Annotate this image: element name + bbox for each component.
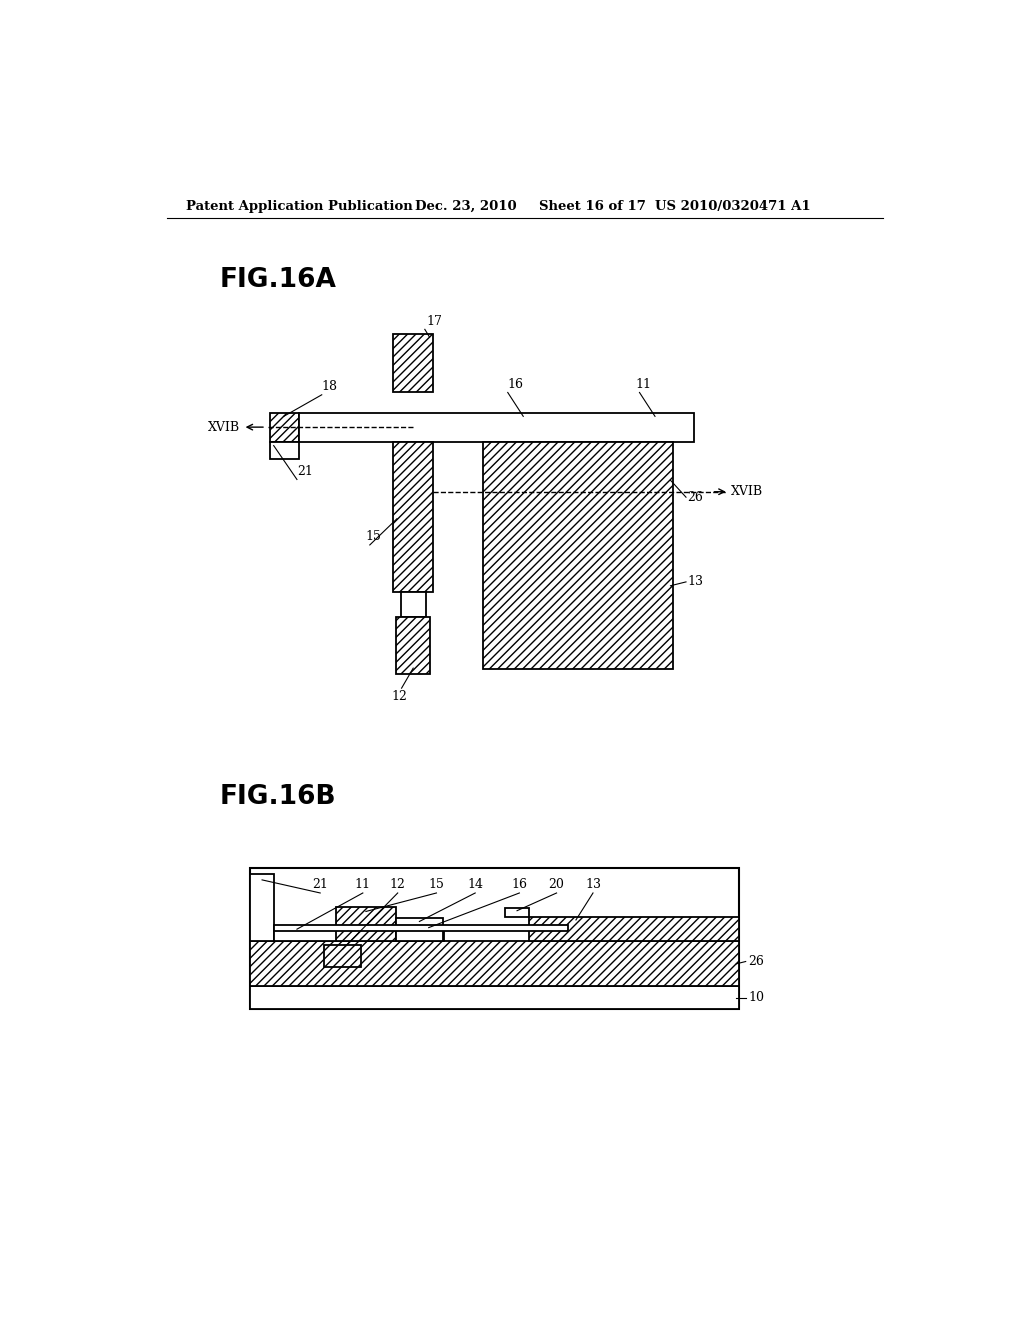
Bar [251, 874, 273, 941]
Text: Dec. 23, 2010: Dec. 23, 2010 [415, 199, 516, 213]
Text: 13: 13 [585, 878, 601, 891]
Text: 26: 26 [687, 491, 703, 504]
Bar [299, 412, 693, 442]
Bar [400, 591, 426, 616]
Text: FIG.16A: FIG.16A [219, 267, 336, 293]
Text: 26: 26 [748, 954, 764, 968]
Bar [393, 334, 433, 392]
Text: XVIB: XVIB [208, 421, 241, 434]
Bar [251, 867, 738, 1010]
Text: 20: 20 [549, 878, 564, 891]
Bar [483, 442, 673, 669]
Text: 15: 15 [428, 878, 444, 891]
Text: 12: 12 [390, 878, 406, 891]
Text: 17: 17 [426, 314, 442, 327]
Text: 16: 16 [508, 378, 523, 391]
Text: 13: 13 [687, 576, 703, 589]
Bar [251, 941, 738, 986]
Text: 16: 16 [511, 878, 527, 891]
Bar [396, 919, 442, 941]
Bar [251, 986, 738, 1010]
Text: 15: 15 [366, 531, 381, 544]
Bar [529, 917, 738, 941]
Text: 18: 18 [322, 380, 338, 393]
Bar [270, 442, 299, 459]
Bar [270, 412, 299, 442]
Text: 14: 14 [467, 878, 483, 891]
Text: FIG.16B: FIG.16B [219, 784, 336, 810]
Bar [324, 945, 361, 966]
Text: 21: 21 [312, 878, 328, 891]
Bar [396, 616, 430, 675]
Bar [273, 927, 444, 941]
Text: 21: 21 [297, 465, 312, 478]
Bar [393, 442, 433, 591]
Bar [505, 908, 529, 917]
Text: US 2010/0320471 A1: US 2010/0320471 A1 [655, 199, 811, 213]
Text: 11: 11 [636, 378, 651, 391]
Bar [336, 907, 396, 941]
Text: 12: 12 [391, 689, 408, 702]
Text: 10: 10 [748, 991, 764, 1005]
Text: Sheet 16 of 17: Sheet 16 of 17 [539, 199, 645, 213]
Text: XVIB: XVIB [731, 486, 763, 498]
Text: 11: 11 [355, 878, 371, 891]
Bar [273, 924, 568, 931]
Text: Patent Application Publication: Patent Application Publication [186, 199, 413, 213]
